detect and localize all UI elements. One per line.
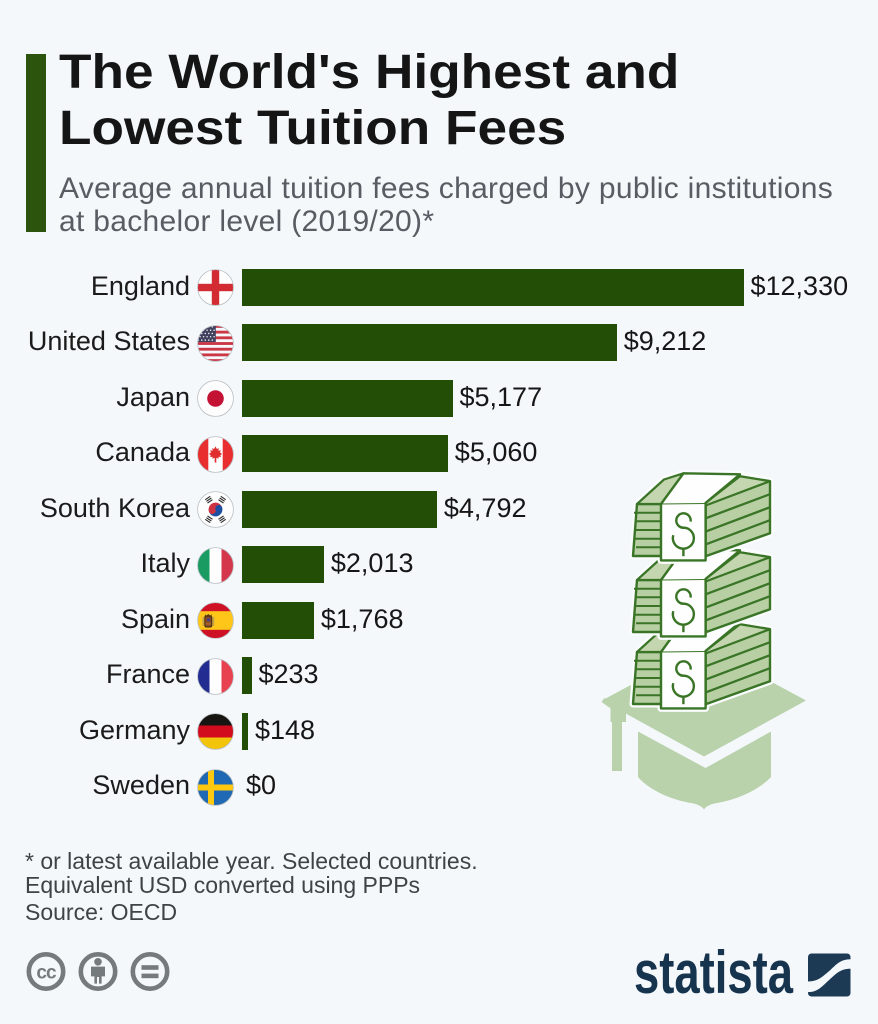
svg-text:cc: cc xyxy=(36,963,57,984)
svg-text:statista: statista xyxy=(634,940,793,1002)
